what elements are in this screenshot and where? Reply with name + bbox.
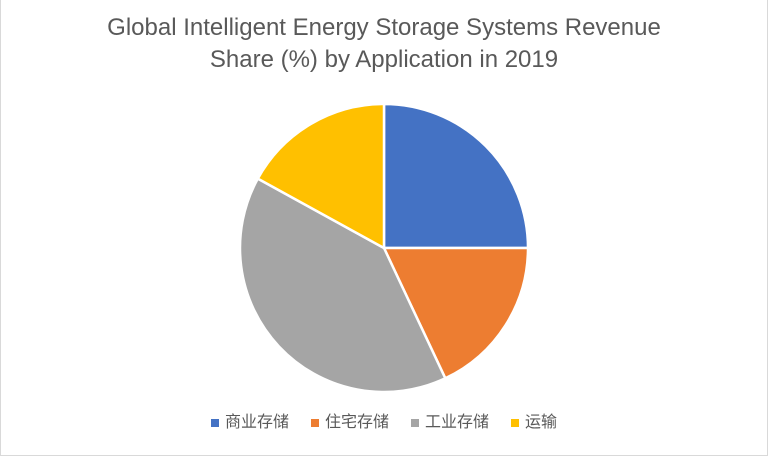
legend-swatch-transportation xyxy=(511,419,520,427)
pie-slice-commercial-storage xyxy=(382,102,530,250)
chart-title-line2: Share (%) by Application in 2019 xyxy=(209,46,559,73)
legend-label-residential-storage: 住宅存储 xyxy=(324,414,389,431)
legend-swatch-industrial-storage xyxy=(411,419,419,427)
legend-item-residential-storage: 住宅存储 xyxy=(310,411,389,435)
legend-swatch-commercial-storage xyxy=(210,419,219,427)
pie-slice-residential-storage xyxy=(382,246,530,380)
legend-label-commercial-storage: 商业存储 xyxy=(224,414,289,431)
pie-chart xyxy=(238,102,530,394)
pie-slice-industrial-storage xyxy=(238,177,447,394)
legend-label-industrial-storage: 工业存储 xyxy=(425,414,490,431)
pie-slice-transportation xyxy=(256,102,386,250)
chart-legend: 商业存储 住宅存储 工业存储 运输 xyxy=(1,411,767,435)
chart-title-line1: Global Intelligent Energy Storage System… xyxy=(107,14,661,41)
legend-item-transportation: 运输 xyxy=(511,411,557,435)
legend-label-transportation: 运输 xyxy=(525,414,558,431)
legend-item-industrial-storage: 工业存储 xyxy=(411,411,489,435)
legend-swatch-residential-storage xyxy=(310,419,319,427)
legend-item-commercial-storage: 商业存储 xyxy=(210,411,289,435)
chart-title: Global Intelligent Energy Storage System… xyxy=(1,12,767,76)
